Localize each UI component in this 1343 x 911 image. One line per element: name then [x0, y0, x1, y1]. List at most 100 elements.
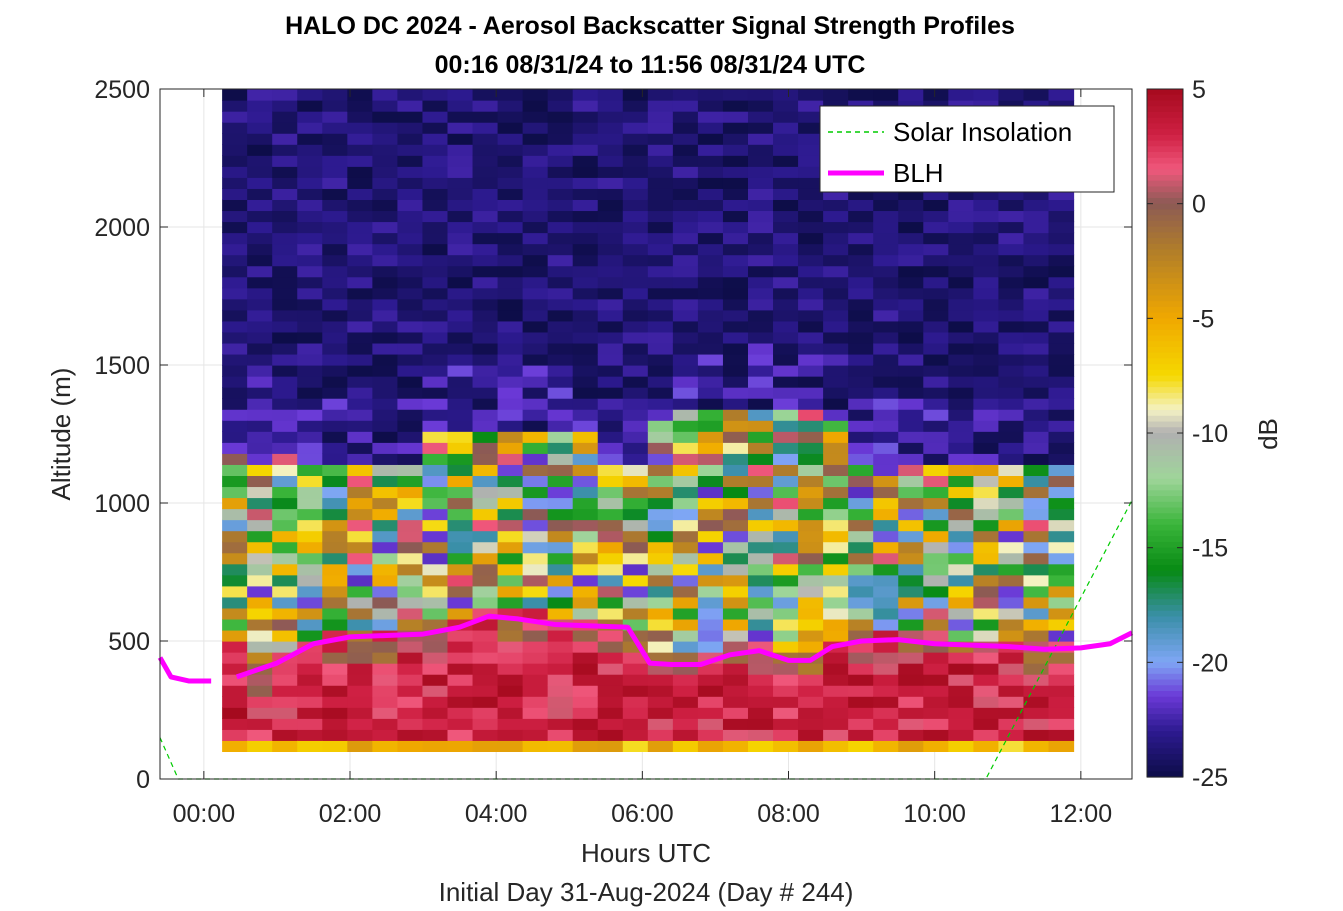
heatmap-cell — [472, 685, 499, 697]
heatmap-cell — [998, 188, 1025, 200]
colorbar-band — [1147, 341, 1183, 348]
heatmap-cell — [823, 365, 849, 377]
heatmap-cell — [347, 740, 373, 752]
heatmap-cell — [747, 210, 774, 223]
heatmap-cell — [322, 210, 348, 223]
heatmap-cell — [547, 530, 574, 543]
heatmap-cell — [522, 342, 549, 355]
heatmap-cell — [597, 652, 624, 664]
heatmap-cell — [447, 729, 474, 741]
heatmap-cell — [873, 265, 899, 278]
heatmap-cell — [422, 232, 449, 245]
heatmap-cell — [898, 287, 924, 300]
heatmap-cell — [647, 541, 674, 554]
heatmap-cell — [447, 652, 474, 664]
heatmap-cell — [647, 376, 674, 388]
heatmap-cell — [422, 188, 449, 200]
heatmap-cell — [898, 641, 924, 653]
heatmap-cell — [722, 420, 749, 432]
heatmap-cell — [823, 376, 849, 388]
heatmap-cell — [322, 221, 348, 234]
heatmap-cell — [873, 530, 899, 543]
heatmap-cell — [447, 221, 474, 234]
heatmap-cell — [973, 398, 1000, 410]
heatmap-cell — [798, 519, 824, 532]
heatmap-cell — [923, 188, 949, 200]
heatmap-cell — [572, 596, 599, 609]
heatmap-cell — [572, 376, 599, 388]
heatmap-cell — [397, 133, 424, 145]
heatmap-cell — [222, 563, 248, 576]
heatmap-cell — [622, 100, 649, 112]
heatmap-cell — [923, 674, 949, 686]
heatmap-cell — [923, 596, 949, 609]
heatmap-cell — [447, 453, 474, 465]
heatmap-cell — [672, 144, 699, 156]
heatmap-cell — [747, 254, 774, 267]
heatmap-cell — [898, 243, 924, 256]
heatmap-cell — [1023, 574, 1050, 587]
heatmap-cell — [572, 210, 599, 223]
colorbar-band — [1147, 771, 1183, 778]
heatmap-cell — [923, 519, 949, 532]
heatmap-cell — [597, 497, 624, 510]
heatmap-cell — [547, 243, 574, 256]
heatmap-cell — [297, 111, 323, 123]
heatmap-cell — [747, 276, 774, 289]
heatmap-cell — [272, 629, 298, 642]
heatmap-cell — [497, 188, 524, 200]
heatmap-cell — [747, 353, 774, 366]
heatmap-cell — [447, 740, 474, 752]
heatmap-cell — [247, 552, 273, 565]
heatmap-cell — [597, 365, 624, 377]
heatmap-cell — [497, 210, 524, 223]
heatmap-cell — [697, 353, 724, 366]
heatmap-cell — [773, 530, 799, 543]
heatmap-cell — [572, 166, 599, 178]
y-tick-label: 500 — [108, 628, 150, 656]
heatmap-cell — [848, 674, 874, 686]
heatmap-cell — [347, 199, 373, 212]
heatmap-cell — [547, 144, 574, 156]
heatmap-cell — [773, 309, 799, 322]
heatmap-cell — [773, 144, 799, 156]
heatmap-cell — [547, 188, 574, 200]
heatmap-cell — [873, 464, 899, 476]
heatmap-cell — [672, 729, 699, 741]
heatmap-cell — [672, 398, 699, 410]
heatmap-cell — [1048, 707, 1075, 719]
heatmap-cell — [1048, 221, 1075, 234]
heatmap-cell — [848, 309, 874, 322]
heatmap-cell — [347, 221, 373, 234]
heatmap-cell — [773, 133, 799, 145]
heatmap-cell — [297, 475, 323, 488]
heatmap-cell — [672, 342, 699, 355]
heatmap-cell — [272, 541, 298, 554]
heatmap-cell — [923, 652, 949, 664]
heatmap-cell — [722, 718, 749, 730]
heatmap-cell — [622, 552, 649, 565]
colorbar-band — [1147, 616, 1183, 623]
heatmap-cell — [747, 707, 774, 719]
heatmap-cell — [497, 398, 524, 410]
heatmap-cell — [647, 210, 674, 223]
colorbar-band — [1147, 427, 1183, 434]
heatmap-cell — [372, 210, 399, 223]
heatmap-cell — [948, 607, 974, 620]
heatmap-cell — [222, 541, 248, 554]
heatmap-cell — [647, 133, 674, 145]
heatmap-cell — [547, 508, 574, 521]
heatmap-cell — [322, 641, 348, 653]
heatmap-cell — [397, 243, 424, 256]
heatmap-cell — [447, 530, 474, 543]
heatmap-cell — [572, 475, 599, 488]
heatmap-cell — [222, 475, 248, 488]
heatmap-cell — [347, 552, 373, 565]
heatmap-cell — [998, 431, 1025, 443]
heatmap-cell — [272, 497, 298, 510]
heatmap-cell — [798, 618, 824, 631]
heatmap-cell — [697, 243, 724, 256]
heatmap-cell — [798, 276, 824, 289]
heatmap-cell — [472, 376, 499, 388]
heatmap-cell — [747, 475, 774, 488]
